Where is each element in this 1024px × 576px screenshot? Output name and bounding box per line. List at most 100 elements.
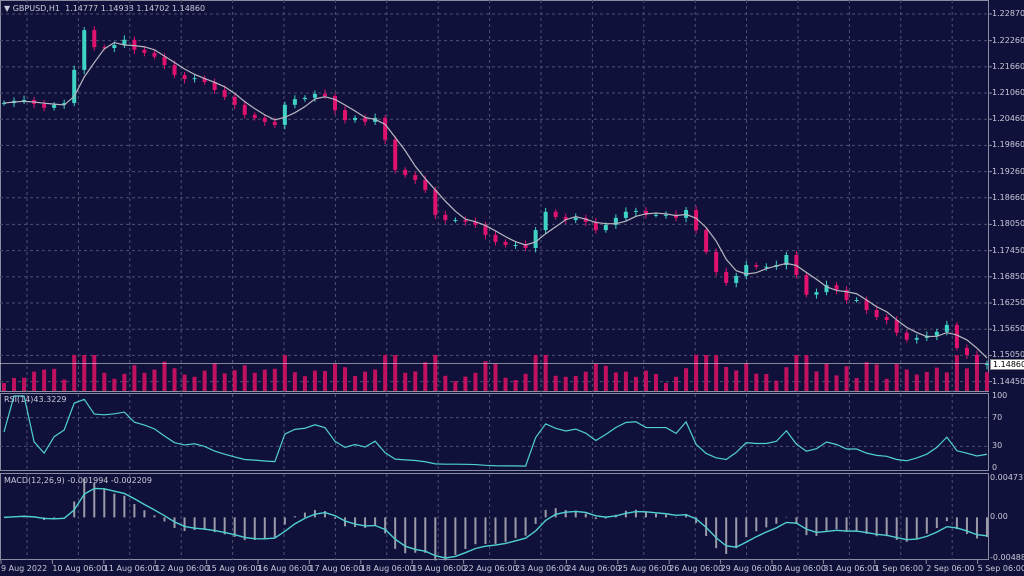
macd-header: MACD(12,26,9) -0.001994 -0.002209 [4,476,152,485]
time-tick-label: 25 Aug 06:00 [617,564,672,573]
time-tick-label: 19 Aug 06:00 [412,564,467,573]
volume-bar [102,372,107,391]
volume-bar [383,355,388,391]
volume-bar [623,371,628,391]
candle-body [423,179,428,190]
candle-body [453,220,458,222]
macd-pane-frame [0,473,989,560]
volume-bar [22,377,27,391]
volume-bar [322,371,327,391]
candle-body [854,299,859,301]
candle-body [302,97,307,100]
candle-body [884,316,889,321]
volume-bar [864,362,869,391]
candle-body [353,117,358,121]
volume-bar [72,355,77,391]
price-tick-label: 1.16250 [992,298,1024,308]
volume-bar [32,371,37,391]
volume-bar [714,355,719,391]
price-tick-label: 1.21660 [992,61,1024,71]
rsi-tick-label: 30 [992,441,1003,451]
candle-body [533,230,538,249]
open-value: 1.14777 [65,4,99,13]
volume-bar [974,362,979,391]
volume-bar [563,376,568,391]
volume-bar [252,372,257,391]
candle-body [934,331,939,336]
volume-bar [804,355,809,391]
close-value: 1.14860 [171,4,206,13]
candle-body [383,117,388,140]
volume-bar [964,368,969,391]
price-tick-label: 1.20460 [992,114,1024,124]
candle-body [513,244,518,246]
volume-bar [573,376,578,391]
candle-body [864,299,869,311]
volume-bar [242,365,247,391]
candle-body [473,221,478,225]
volume-bar [92,355,97,391]
price-tick-label: 1.15050 [992,350,1024,360]
volume-bar [513,380,518,391]
rsi-header: RSI(14)43.3229 [4,395,67,404]
candle-body [363,117,368,122]
volume-bar [292,372,297,391]
volume-bar [473,372,478,391]
candle-body [493,234,498,242]
candle-body [262,117,267,122]
time-tick-label: 1 Sep 06:00 [874,564,924,573]
volume-bar [433,355,438,391]
candle-body [613,217,618,225]
candle-body [784,254,789,266]
rsi-value: 43.3229 [33,395,67,404]
dropdown-triangle-icon[interactable]: ▼ [4,4,11,13]
candle-body [964,347,969,355]
volume-bar [744,363,749,391]
volume-bar [854,378,859,391]
candle-body [443,214,448,221]
volume-bar [443,375,448,391]
candle-body [22,100,27,102]
candle-body [403,169,408,176]
volume-bar [12,378,17,391]
time-tick-label: 29 Aug 06:00 [720,564,775,573]
candle-body [152,52,157,57]
macd-tick-label: 0.00 [990,512,1008,522]
candle-body [944,324,949,332]
candle-body [122,39,127,45]
candle-body [182,75,187,80]
volume-bar [754,373,759,391]
candle-body [523,244,528,249]
volume-bar [734,370,739,391]
volume-bar [884,378,889,391]
candle-body [282,104,287,125]
volume-bar [904,369,909,391]
candle-body [52,104,57,108]
candle-body [974,354,979,366]
volume-bar [814,371,819,391]
candle-body [844,289,849,300]
candle-body [172,65,177,76]
macd-tick-label: 0.004737 [990,473,1024,482]
rsi-tick-label: 100 [992,391,1008,400]
volume-bar [192,376,197,391]
candle-body [343,110,348,121]
volume-bar [724,367,729,391]
volume-bar [413,371,418,391]
volume-bar [172,368,177,391]
volume-bar [483,361,488,391]
price-tick-label: 1.15650 [992,324,1024,334]
volume-bar [212,363,217,391]
volume-bar [764,374,769,391]
candle-body [242,104,247,115]
candle-body [272,121,277,125]
volume-bar [152,369,157,391]
macd-signal-value: -0.002209 [110,476,152,485]
candle-body [503,241,508,245]
volume-bar [312,370,317,391]
candle-body [583,217,588,222]
volume-bar [262,369,267,391]
candle-body [322,93,327,97]
volume-bar [343,367,348,391]
